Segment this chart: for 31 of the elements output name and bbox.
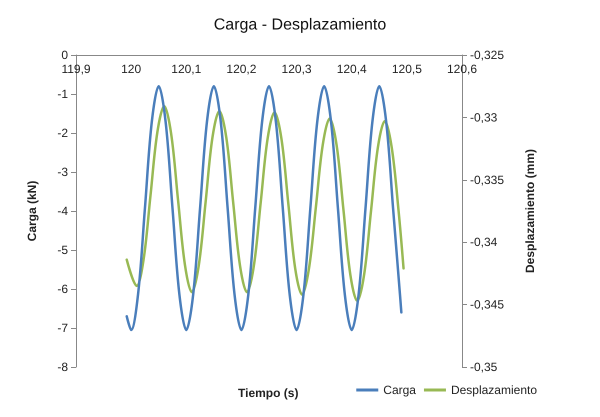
line-series <box>125 84 403 332</box>
y2-tick-label: -0,35 <box>470 360 498 374</box>
y-tick-label: -1 <box>57 87 68 101</box>
y2-axis-title: Desplazamiento (mm) <box>523 148 537 274</box>
x-tick-label: 120,3 <box>282 62 312 76</box>
y2-tick-label: -0,345 <box>470 298 504 312</box>
x-tick-label: 119,9 <box>61 62 91 76</box>
x-tick-label: 120 <box>121 62 142 76</box>
x-tick-label: 120,5 <box>392 62 422 76</box>
x-tick-label: 120,1 <box>171 62 202 76</box>
y-tick-label: -7 <box>57 321 68 335</box>
x-tick-label: 120,4 <box>336 62 368 76</box>
y-tick-label: 0 <box>61 48 68 62</box>
y2-tick-label: -0,325 <box>470 48 504 62</box>
y-tick-label: -8 <box>57 360 68 374</box>
y-tick-label: -6 <box>57 282 68 296</box>
x-tick-label: 120,2 <box>226 62 257 76</box>
legend-label: Carga <box>383 383 416 397</box>
x-axis-title: Tiempo (s) <box>238 386 298 400</box>
x-tick-label: 120,6 <box>446 62 478 76</box>
y-tick-label: -3 <box>57 165 68 179</box>
line-series <box>125 104 405 302</box>
y2-tick-label: -0,33 <box>470 110 498 124</box>
y-tick-label: -2 <box>57 126 68 140</box>
y-tick-label: -4 <box>57 204 68 218</box>
legend-label: Desplazamiento <box>450 383 538 397</box>
y2-tick-label: -0,34 <box>470 235 498 250</box>
y-tick-label: -5 <box>57 243 68 257</box>
y2-tick-label: -0,335 <box>470 172 504 187</box>
chart-title: Carga - Desplazamiento <box>214 16 386 34</box>
y-axis-title: Carga (kN) <box>25 180 39 242</box>
